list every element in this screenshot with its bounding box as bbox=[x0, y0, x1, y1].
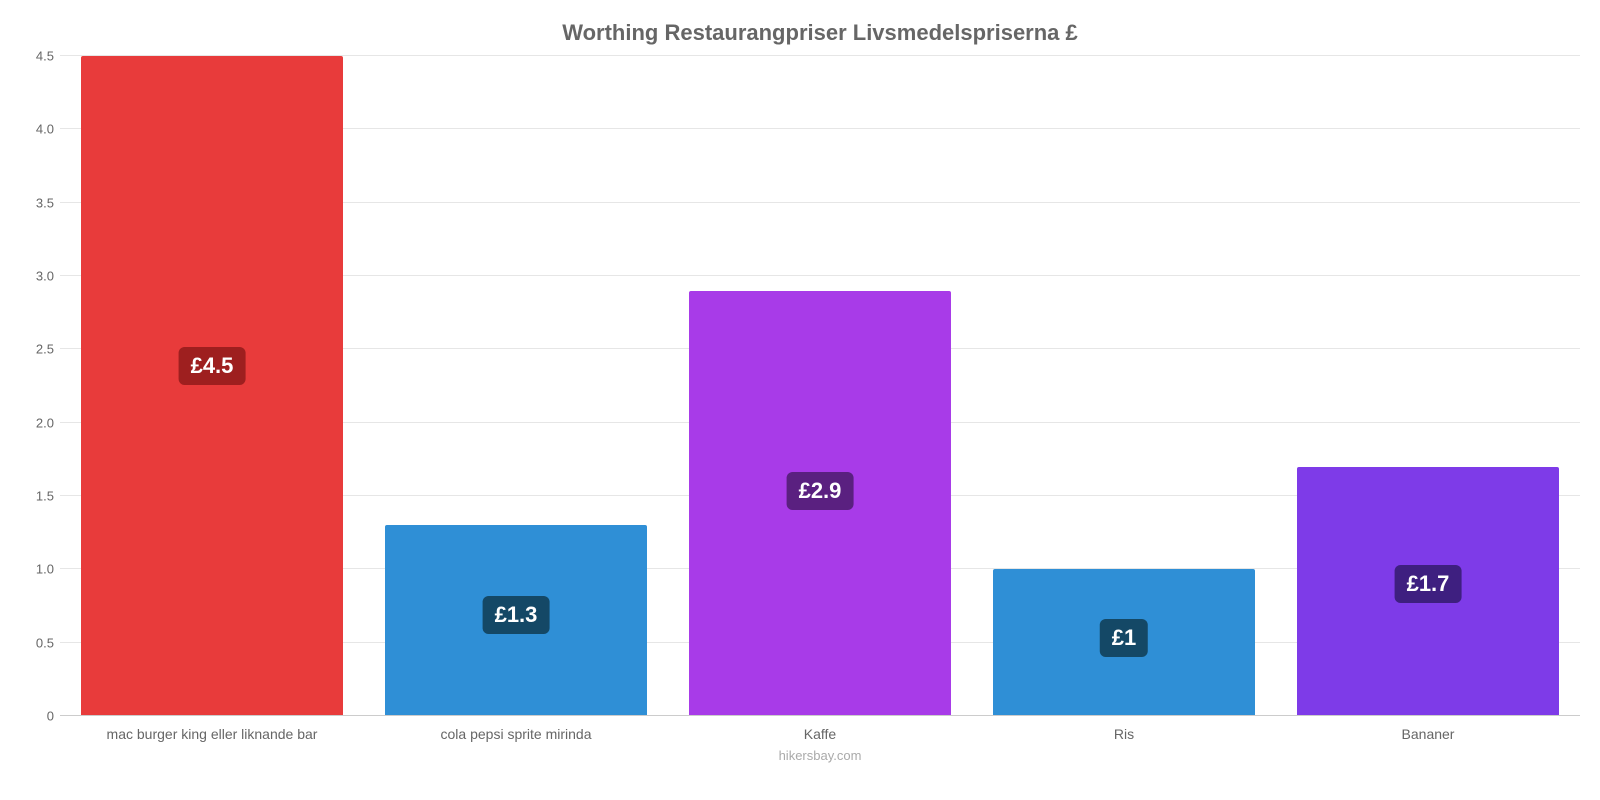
y-tick: 1.5 bbox=[36, 489, 54, 504]
price-chart: Worthing Restaurangpriser Livsmedelspris… bbox=[0, 0, 1600, 800]
y-tick: 3.5 bbox=[36, 195, 54, 210]
baseline bbox=[60, 715, 1580, 716]
x-label: mac burger king eller liknande bar bbox=[60, 722, 364, 742]
value-badge: £4.5 bbox=[179, 347, 246, 385]
value-badge: £2.9 bbox=[787, 472, 854, 510]
bar-slot: £4.5 bbox=[60, 56, 364, 716]
bar: £2.9 bbox=[689, 291, 950, 716]
value-badge: £1.3 bbox=[483, 596, 550, 634]
x-axis-labels: mac burger king eller liknande barcola p… bbox=[60, 722, 1580, 742]
bar: £1 bbox=[993, 569, 1254, 716]
bar: £1.3 bbox=[385, 525, 646, 716]
x-label: cola pepsi sprite mirinda bbox=[364, 722, 668, 742]
bar-slot: £1.7 bbox=[1276, 56, 1580, 716]
y-tick: 0 bbox=[47, 709, 54, 724]
value-badge: £1 bbox=[1100, 619, 1148, 657]
y-axis: 00.51.01.52.02.53.03.54.04.5 bbox=[10, 56, 60, 716]
y-tick: 2.0 bbox=[36, 415, 54, 430]
chart-title: Worthing Restaurangpriser Livsmedelspris… bbox=[60, 20, 1580, 46]
bar-slot: £1.3 bbox=[364, 56, 668, 716]
bars-container: £4.5 £1.3 £2.9 £1 £1.7 bbox=[60, 56, 1580, 716]
attribution: hikersbay.com bbox=[60, 748, 1580, 763]
y-tick: 1.0 bbox=[36, 562, 54, 577]
x-label: Kaffe bbox=[668, 722, 972, 742]
y-tick: 4.5 bbox=[36, 49, 54, 64]
bar-slot: £2.9 bbox=[668, 56, 972, 716]
x-label: Ris bbox=[972, 722, 1276, 742]
bar-slot: £1 bbox=[972, 56, 1276, 716]
plot-area: 00.51.01.52.02.53.03.54.04.5 £4.5£1.3£2.… bbox=[60, 56, 1580, 716]
y-tick: 2.5 bbox=[36, 342, 54, 357]
x-label: Bananer bbox=[1276, 722, 1580, 742]
bar: £4.5 bbox=[81, 56, 342, 716]
y-tick: 0.5 bbox=[36, 635, 54, 650]
y-tick: 4.0 bbox=[36, 122, 54, 137]
value-badge: £1.7 bbox=[1395, 565, 1462, 603]
bar: £1.7 bbox=[1297, 467, 1558, 716]
y-tick: 3.0 bbox=[36, 269, 54, 284]
